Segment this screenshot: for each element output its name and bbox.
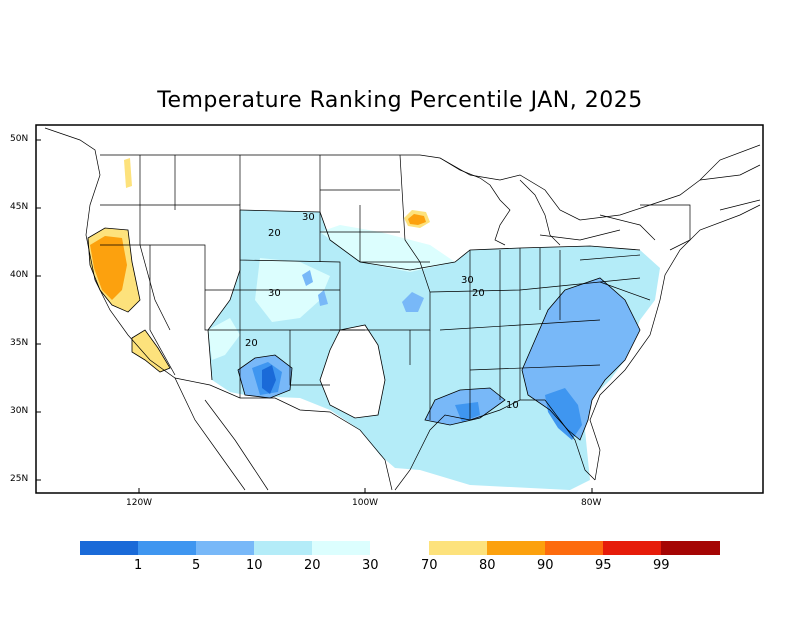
map-frame (35, 124, 764, 494)
legend-label: 30 (362, 558, 379, 573)
legend-swatch (312, 541, 370, 555)
legend-swatch (661, 541, 720, 555)
lat-label: 50N (10, 134, 29, 144)
lat-label: 40N (10, 270, 29, 280)
lat-label: 35N (10, 338, 29, 348)
percentile-shading (88, 158, 660, 490)
contour-label: 30 (461, 275, 474, 286)
shade-70-80-socal (132, 330, 170, 372)
lat-label: 45N (10, 202, 29, 212)
legend-warm (429, 541, 720, 555)
legend-label: 90 (537, 558, 554, 573)
map-title: Temperature Ranking Percentile JAN, 2025 (157, 88, 643, 113)
shade-5-10-gulf (455, 402, 480, 422)
blob-co (302, 270, 313, 286)
legend-label: 20 (304, 558, 321, 573)
legend-label: 5 (192, 558, 201, 573)
axis-ticks (36, 139, 593, 493)
lat-label: 25N (10, 474, 29, 484)
legend-cold (80, 541, 370, 555)
texas-white (320, 325, 385, 418)
shade-near-30 (320, 225, 455, 272)
shade-80-90-ca (90, 236, 127, 300)
contour-label: 30 (302, 212, 315, 223)
legend-swatch (196, 541, 254, 555)
contour-label: 30 (268, 288, 281, 299)
shade-near-30-sw (208, 318, 240, 360)
legend-swatch (429, 541, 487, 555)
blob-co2 (318, 290, 328, 306)
legend-label: 70 (421, 558, 438, 573)
contour-label: 20 (268, 228, 281, 239)
lon-label: 80W (581, 498, 602, 508)
legend-label: 1 (134, 558, 143, 573)
legend-swatch (254, 541, 312, 555)
contour-value-labels: 30 20 30 20 30 20 10 (245, 212, 519, 411)
legend-swatch (603, 541, 661, 555)
legend-swatch (80, 541, 138, 555)
legend-swatch (487, 541, 545, 555)
lon-label: 120W (126, 498, 153, 508)
contour-label: 10 (506, 400, 519, 411)
boundaries (44, 127, 761, 491)
legend-swatch (545, 541, 603, 555)
legend-label: 99 (653, 558, 670, 573)
legend-label: 10 (246, 558, 263, 573)
contour-label: 20 (245, 338, 258, 349)
legend-label: 95 (595, 558, 612, 573)
legend-swatch (138, 541, 196, 555)
shade-5-10-se (545, 388, 582, 440)
lat-label: 30N (10, 406, 29, 416)
shade-1-5-nm (262, 365, 276, 394)
legend-label: 80 (479, 558, 496, 573)
blob-ks (402, 292, 424, 312)
shade-80-90-mn (408, 214, 426, 225)
lon-label: 100W (352, 498, 379, 508)
shade-70-80-wa (124, 158, 132, 188)
contour-label: 20 (472, 288, 485, 299)
